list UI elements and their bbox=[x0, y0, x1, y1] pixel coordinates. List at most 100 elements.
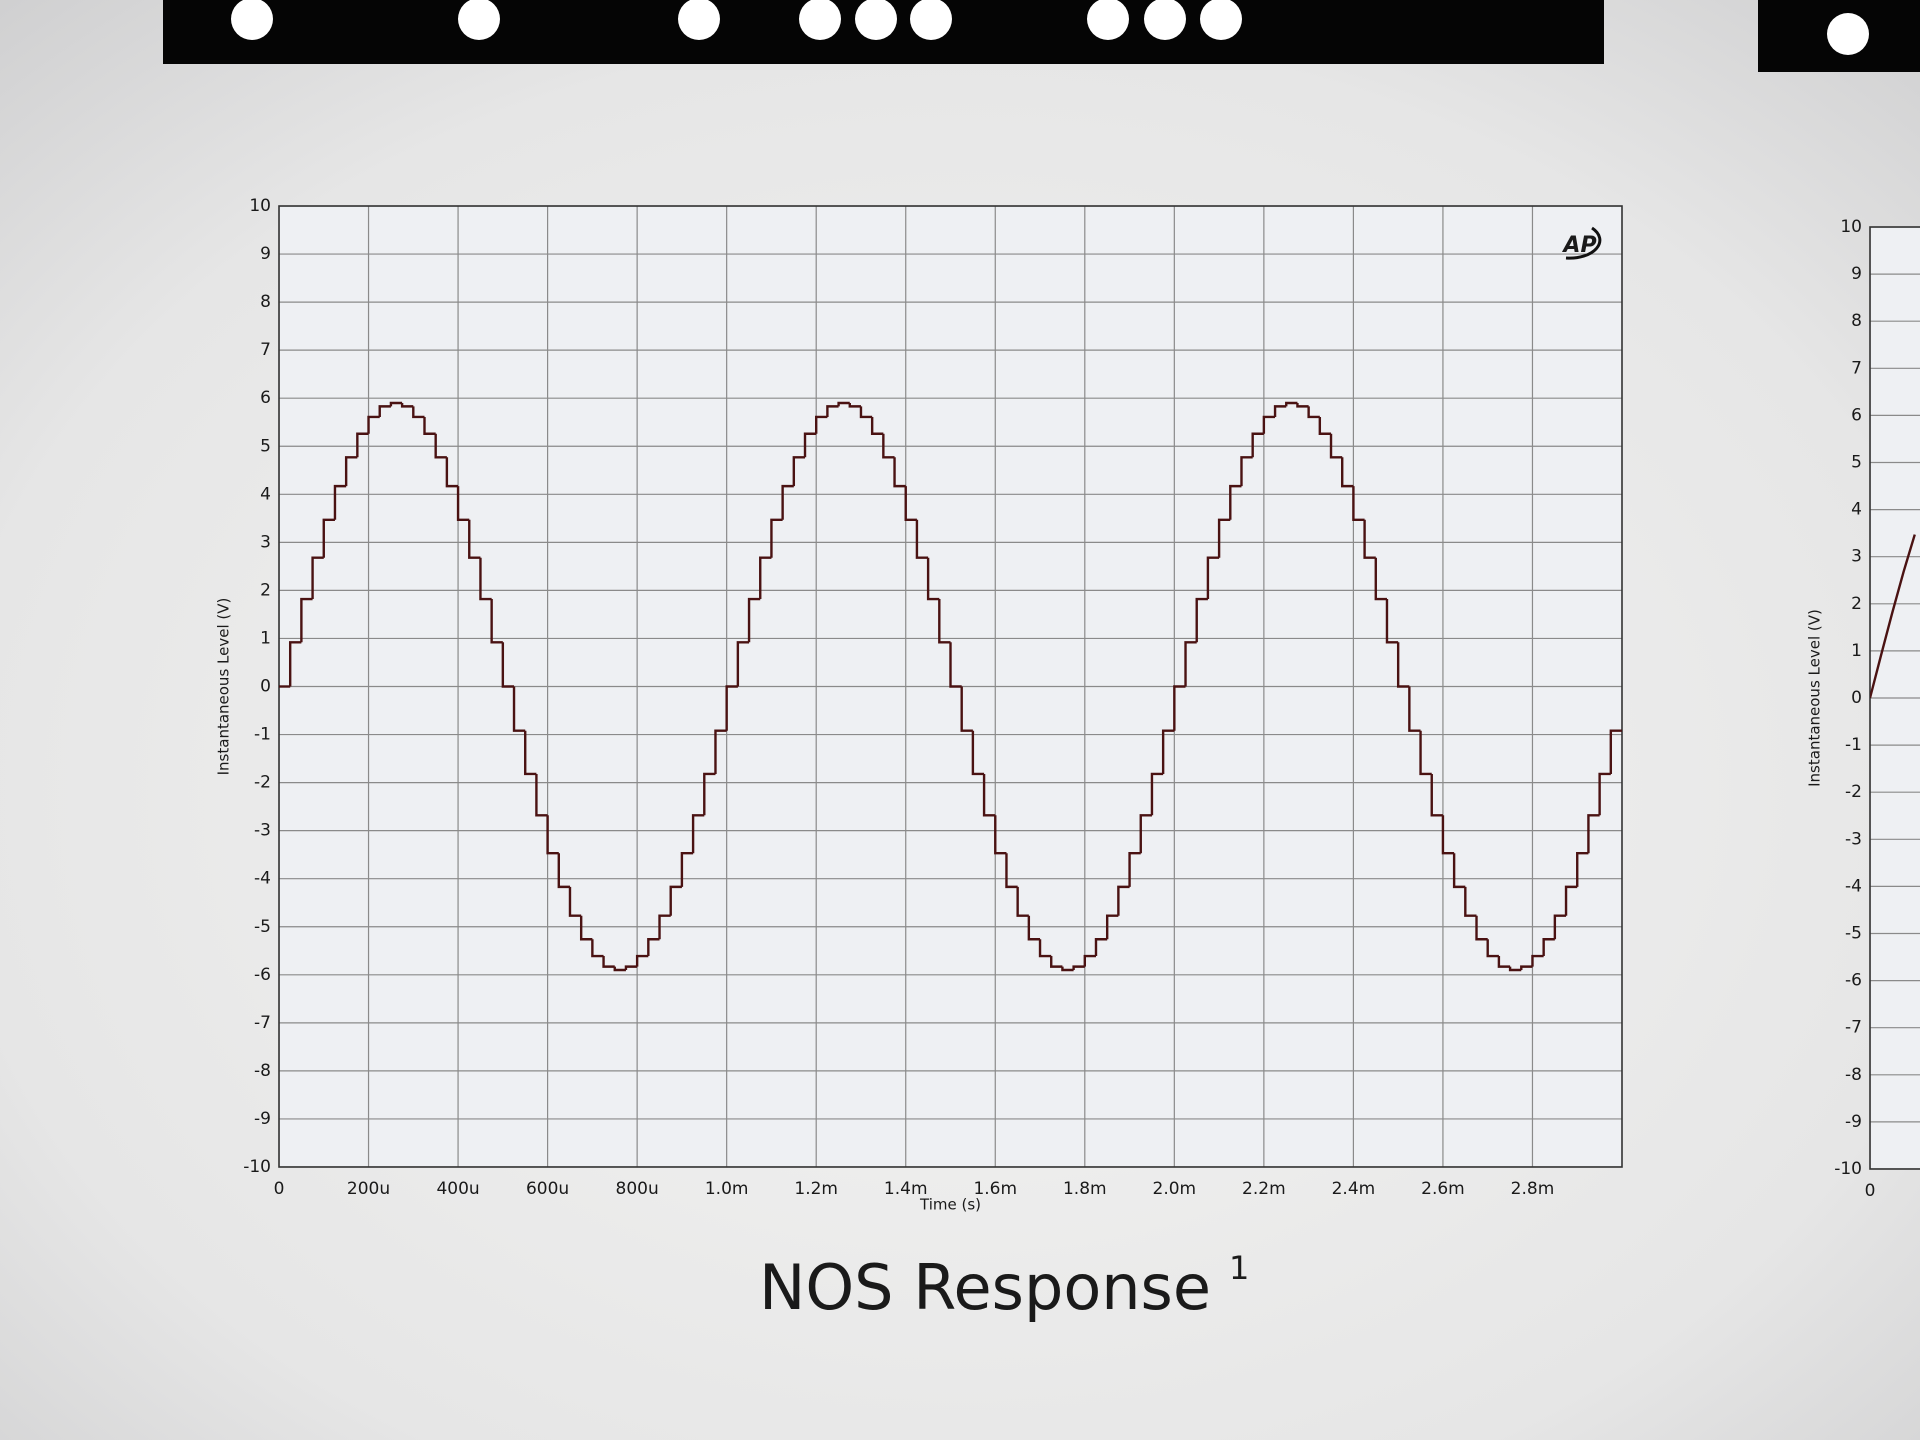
toolbar-button[interactable] bbox=[1144, 0, 1186, 40]
step bbox=[1285, 401, 1298, 407]
grid bbox=[1870, 227, 1920, 1169]
toolbar-button[interactable] bbox=[678, 0, 720, 40]
x-tick-label: 0 bbox=[1865, 1181, 1876, 1201]
step bbox=[579, 915, 593, 941]
toolbar-button[interactable] bbox=[910, 0, 952, 40]
toolbar-button[interactable] bbox=[1087, 0, 1129, 40]
chart-title: NOS Response bbox=[759, 1251, 1211, 1324]
logo: AP bbox=[1561, 226, 1602, 260]
step bbox=[826, 405, 839, 417]
toolbar-button[interactable] bbox=[855, 0, 897, 40]
step bbox=[423, 416, 436, 435]
y-tick-label: 0 bbox=[1851, 688, 1862, 708]
step bbox=[1385, 599, 1399, 644]
step bbox=[1430, 773, 1443, 817]
title-superscript: 1 bbox=[1229, 1249, 1249, 1287]
y-tick-label: -7 bbox=[1845, 1018, 1862, 1038]
step bbox=[1050, 956, 1063, 968]
step bbox=[893, 457, 906, 488]
step bbox=[691, 814, 705, 854]
y-tick-label: 6 bbox=[260, 388, 271, 408]
step bbox=[747, 597, 761, 643]
step bbox=[1609, 729, 1622, 774]
step bbox=[557, 853, 570, 889]
step bbox=[1396, 642, 1410, 688]
step bbox=[1520, 965, 1533, 970]
step bbox=[624, 965, 638, 970]
step bbox=[635, 954, 649, 967]
step bbox=[1531, 954, 1544, 967]
step bbox=[456, 486, 470, 521]
step bbox=[1117, 885, 1130, 916]
step bbox=[1206, 556, 1220, 600]
toolbar-button[interactable] bbox=[799, 0, 841, 40]
step bbox=[1273, 405, 1287, 417]
step bbox=[1251, 432, 1264, 458]
y-tick-label: 10 bbox=[1840, 217, 1862, 237]
y-tick-label: -5 bbox=[1845, 924, 1862, 944]
step bbox=[546, 815, 559, 855]
step bbox=[926, 557, 940, 601]
toolbar-button[interactable] bbox=[1827, 13, 1869, 55]
y-tick-label: 5 bbox=[1851, 453, 1862, 473]
y-tick-label: 3 bbox=[260, 532, 271, 552]
y-tick-label: 9 bbox=[1851, 264, 1862, 284]
x-tick-label: 2.2m bbox=[1242, 1179, 1286, 1199]
y-tick-label: -5 bbox=[254, 917, 271, 937]
step bbox=[1173, 685, 1186, 731]
x-tick-label: 2.4m bbox=[1332, 1179, 1376, 1199]
step bbox=[1083, 954, 1096, 967]
toolbar-button[interactable] bbox=[231, 0, 273, 40]
y-tick-label: -9 bbox=[1845, 1112, 1862, 1132]
chart: -10-9-8-7-6-5-4-3-2-10123456789100Instan… bbox=[1806, 217, 1920, 1201]
y-axis-label: Instantaneous Level (V) bbox=[215, 598, 233, 776]
step bbox=[1105, 914, 1119, 940]
y-tick-label: 2 bbox=[260, 580, 271, 600]
y-tick-label: -2 bbox=[254, 773, 271, 793]
step bbox=[1497, 956, 1511, 968]
step bbox=[815, 415, 828, 434]
y-tick-label: -3 bbox=[1845, 829, 1862, 849]
step bbox=[344, 456, 358, 487]
step bbox=[669, 885, 682, 916]
step bbox=[882, 433, 895, 459]
step bbox=[1587, 814, 1600, 854]
step bbox=[1229, 484, 1242, 520]
y-tick-label: 3 bbox=[1851, 547, 1862, 567]
x-tick-label: 800u bbox=[616, 1179, 659, 1199]
step bbox=[904, 486, 917, 521]
step bbox=[1038, 939, 1052, 958]
toolbar-button[interactable] bbox=[1200, 0, 1242, 40]
step bbox=[1195, 597, 1208, 643]
step bbox=[647, 938, 660, 957]
x-tick-label: 0 bbox=[274, 1179, 285, 1199]
step bbox=[1318, 416, 1332, 435]
step bbox=[1452, 853, 1466, 889]
step bbox=[848, 403, 861, 408]
y-tick-label: -8 bbox=[1845, 1065, 1862, 1085]
toolbar-button[interactable] bbox=[458, 0, 500, 40]
logo-text: AP bbox=[1561, 233, 1596, 258]
step bbox=[333, 484, 347, 520]
step bbox=[859, 406, 873, 419]
step bbox=[1161, 729, 1175, 774]
y-tick-label: -3 bbox=[254, 821, 271, 841]
step bbox=[1542, 938, 1555, 957]
x-tick-label: 2.8m bbox=[1511, 1179, 1555, 1199]
y-tick-label: -10 bbox=[1834, 1159, 1862, 1179]
y-tick-label: 1 bbox=[260, 628, 271, 648]
step bbox=[1128, 852, 1141, 887]
step bbox=[870, 416, 884, 435]
y-tick-label: -7 bbox=[254, 1013, 271, 1033]
step bbox=[300, 597, 313, 643]
step bbox=[1262, 415, 1276, 434]
y-tick-label: 8 bbox=[1851, 311, 1862, 331]
step bbox=[1598, 772, 1611, 816]
series bbox=[279, 401, 1622, 972]
step bbox=[568, 886, 582, 917]
y-tick-label: -1 bbox=[1845, 735, 1862, 755]
line bbox=[1870, 534, 1916, 699]
step bbox=[445, 457, 459, 488]
step bbox=[490, 599, 503, 644]
